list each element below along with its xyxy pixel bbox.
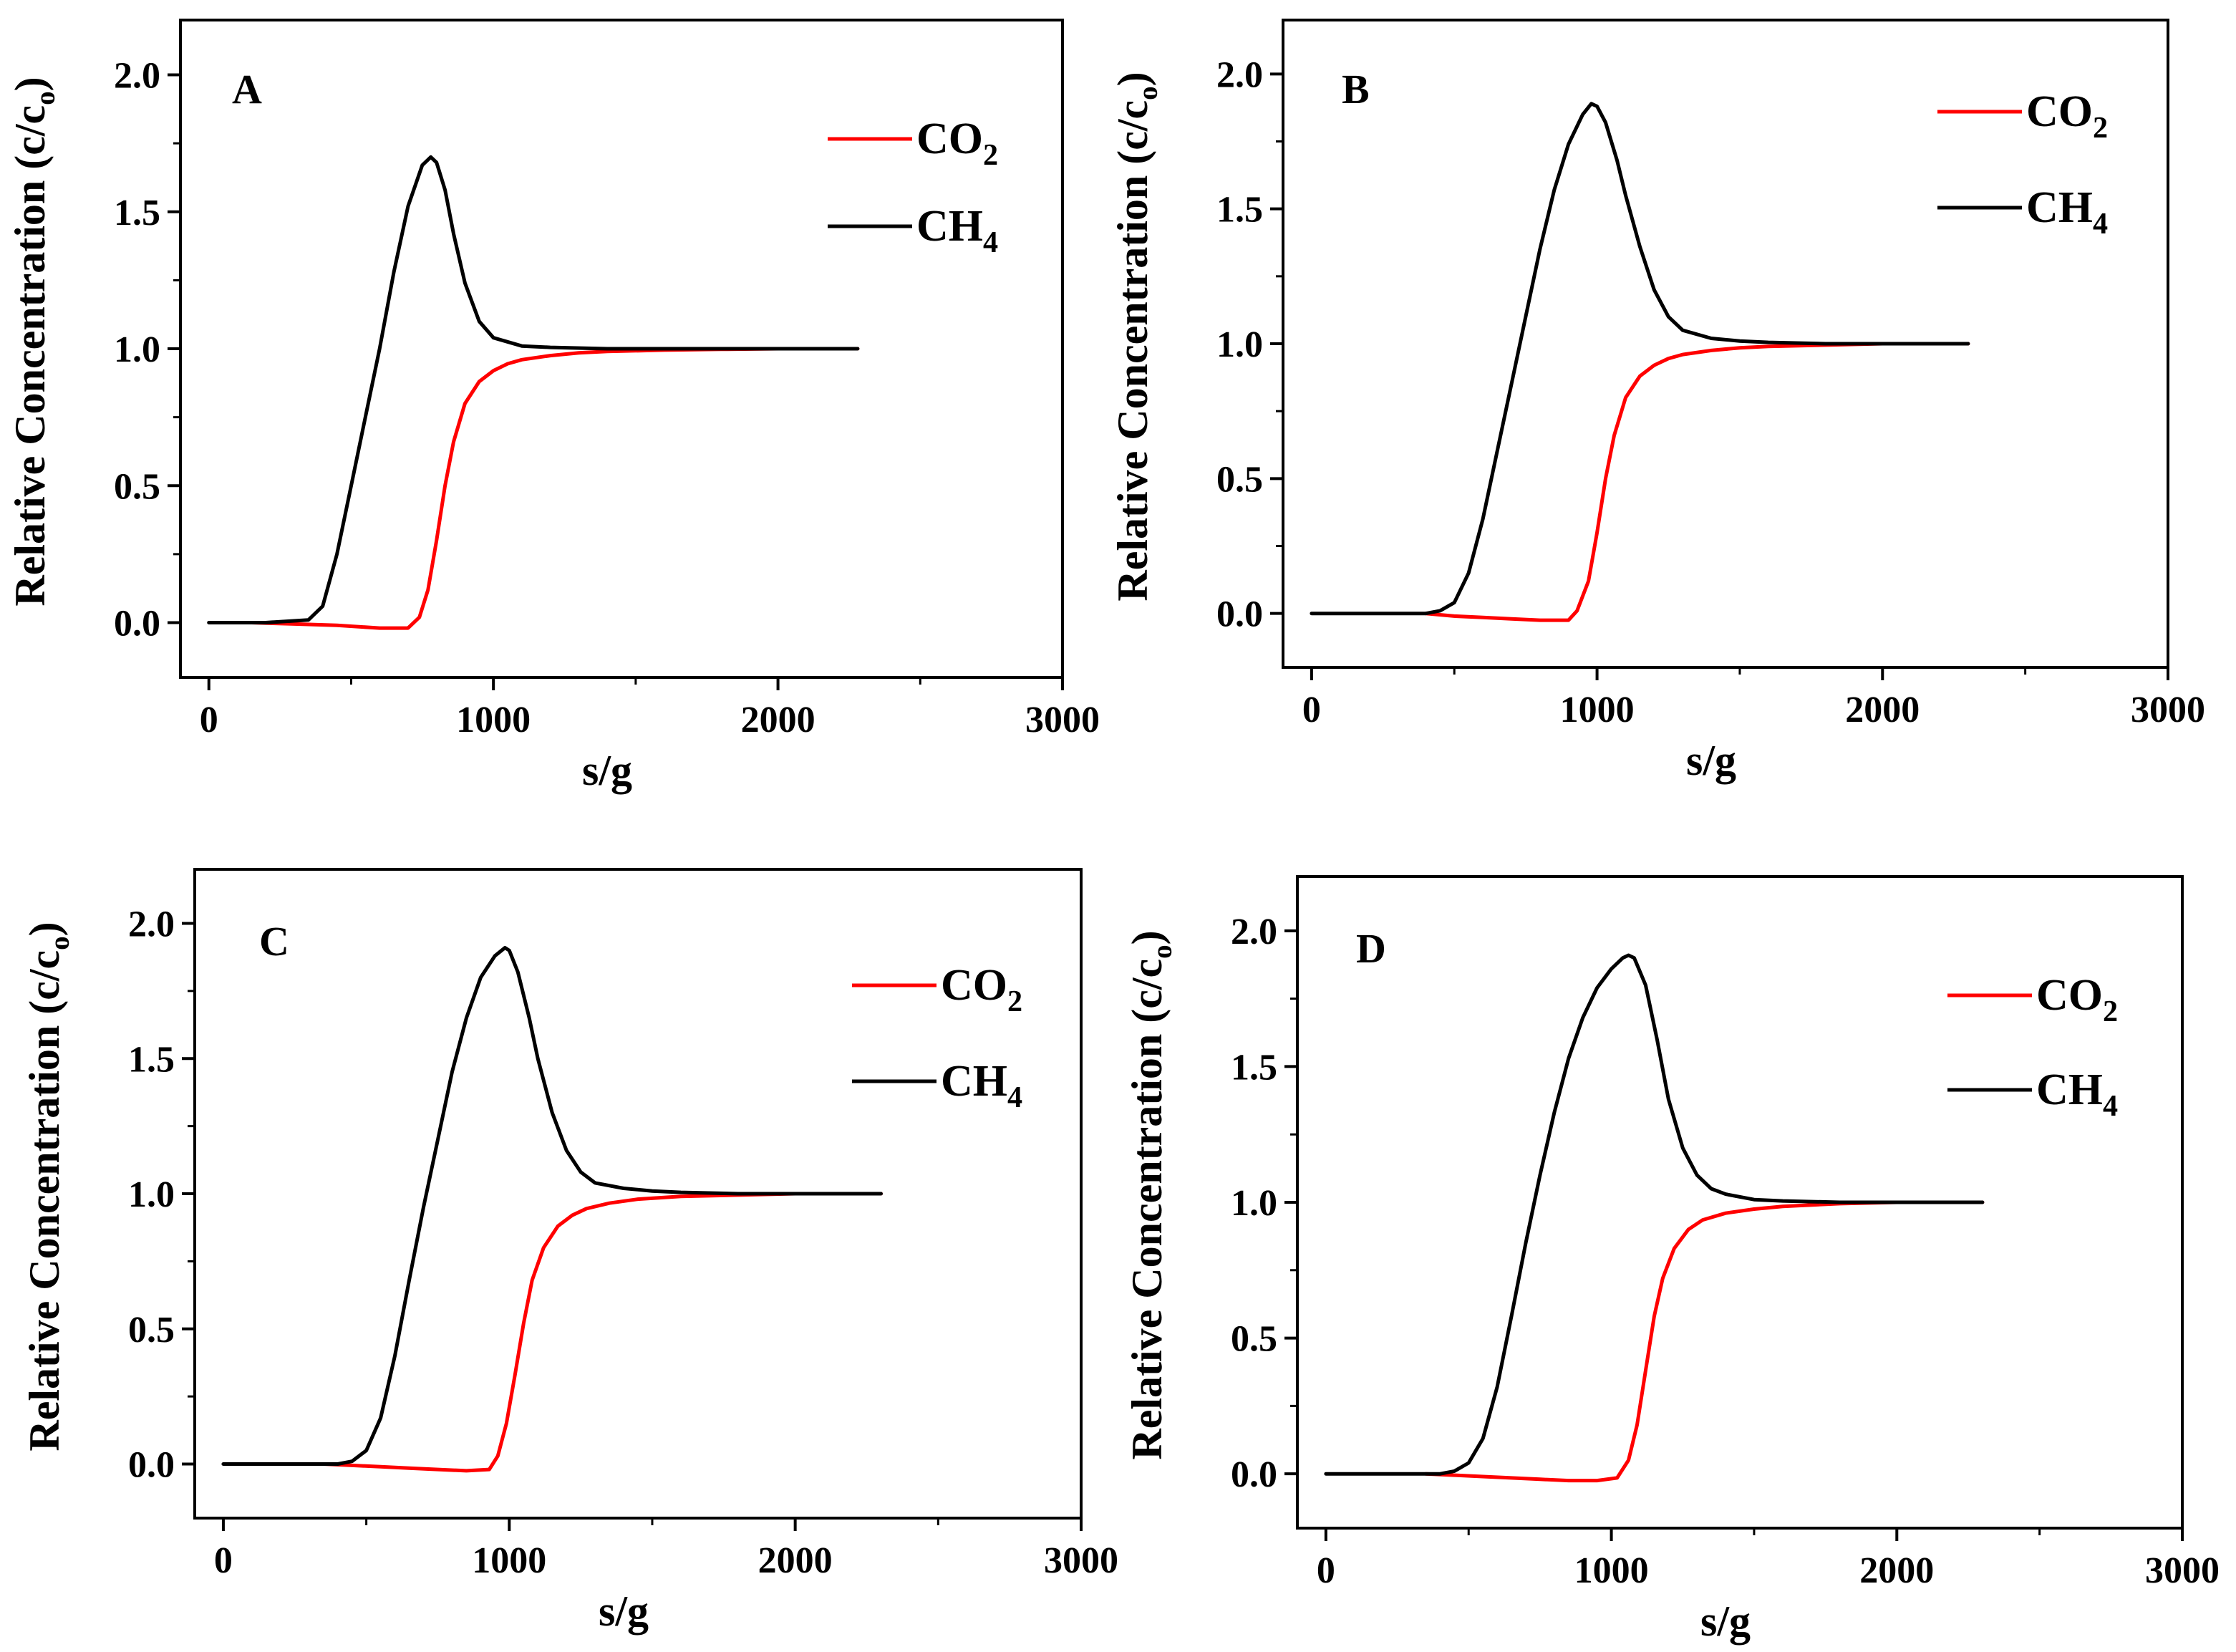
y-tick-label: 2.0 xyxy=(114,56,160,97)
x-tick-label: 2000 xyxy=(741,700,815,740)
legend-label-co2: CO2 xyxy=(2026,87,2108,145)
x-tick-label: 1000 xyxy=(456,700,531,740)
y-tick-label: 2.0 xyxy=(1231,912,1277,952)
y-tick-label: 0.5 xyxy=(1216,459,1263,500)
y-tick-label: 2.0 xyxy=(128,904,175,945)
legend-label-ch4: CH4 xyxy=(2036,1066,2118,1123)
y-tick-label: 1.5 xyxy=(1216,190,1263,231)
x-tick-label: 2000 xyxy=(1859,1550,1934,1591)
x-axis-label: s/g xyxy=(1686,737,1736,784)
x-tick-label: 1000 xyxy=(1560,690,1635,730)
y-axis-label: Relative Concentration (c/co) xyxy=(21,922,75,1451)
y-tick-label: 1.5 xyxy=(128,1039,175,1080)
legend-label-ch4: CH4 xyxy=(916,202,998,259)
panel-label: C xyxy=(259,918,289,965)
panel-a: 0 1000 2000 3000 0.0 0.5 1.0 1.5 2.0 s/g Relative … xyxy=(6,19,1100,794)
y-tick-label: 0.0 xyxy=(128,1445,175,1486)
y-tick-label: 1.0 xyxy=(1216,324,1263,365)
series-co2-line xyxy=(1423,1200,1985,1483)
x-tick-label: 0 xyxy=(1302,690,1321,730)
panel-c: 0 1000 2000 3000 0.0 0.5 1.0 1.5 2.0 s/g Relative … xyxy=(21,868,1118,1635)
x-tick-label: 3000 xyxy=(2145,1550,2220,1591)
y-tick-label: 0.5 xyxy=(128,1310,175,1351)
x-tick-label: 0 xyxy=(1317,1550,1335,1591)
y-tick-label: 1.0 xyxy=(128,1174,175,1215)
y-tick-label: 0.0 xyxy=(1216,594,1263,635)
panel-label: D xyxy=(1356,925,1386,972)
series-co2-line xyxy=(249,347,860,630)
panel-label: A xyxy=(232,66,262,112)
x-axis-label: s/g xyxy=(1700,1598,1751,1645)
y-tick-label: 0.0 xyxy=(1231,1454,1277,1495)
panel-d: 0 1000 2000 3000 0.0 0.5 1.0 1.5 2.0 s/g Relative … xyxy=(1123,875,2220,1645)
x-tick-label: 3000 xyxy=(2131,690,2205,730)
y-tick-label: 1.5 xyxy=(114,193,160,233)
legend-label-ch4: CH4 xyxy=(941,1057,1022,1114)
x-tick-label: 2000 xyxy=(758,1540,833,1581)
y-tick-label: 0.5 xyxy=(114,466,160,507)
x-axis-label: s/g xyxy=(599,1588,649,1635)
series-co2-line xyxy=(1423,342,1970,622)
y-tick-label: 0.5 xyxy=(1231,1319,1277,1360)
legend-label-ch4: CH4 xyxy=(2026,183,2108,241)
legend-label-co2: CO2 xyxy=(916,115,998,172)
y-tick-label: 1.5 xyxy=(1231,1047,1277,1088)
y-axis-label: Relative Concentration (c/co) xyxy=(1109,72,1163,601)
panel-label: B xyxy=(1342,66,1370,112)
x-tick-label: 2000 xyxy=(1845,690,1920,730)
series-ch4-line xyxy=(207,155,860,624)
y-axis-label: Relative Concentration (c/co) xyxy=(6,77,61,606)
series-ch4-line xyxy=(221,946,883,1466)
y-tick-label: 1.0 xyxy=(1231,1183,1277,1224)
x-tick-label: 1000 xyxy=(472,1540,546,1581)
legend-label-co2: CO2 xyxy=(941,961,1022,1018)
x-axis-label: s/g xyxy=(582,747,632,794)
series-co2-line xyxy=(321,1192,883,1473)
y-tick-label: 1.0 xyxy=(114,329,160,370)
x-tick-label: 0 xyxy=(214,1540,233,1581)
y-axis-label: Relative Concentration (c/co) xyxy=(1123,930,1178,1459)
x-tick-label: 3000 xyxy=(1025,700,1100,740)
series-ch4-line xyxy=(1324,953,1985,1476)
series-ch4-line xyxy=(1310,102,1970,616)
x-tick-label: 3000 xyxy=(1044,1540,1118,1581)
y-tick-label: 0.0 xyxy=(114,604,160,644)
x-tick-label: 0 xyxy=(200,700,218,740)
legend-label-co2: CO2 xyxy=(2036,971,2118,1028)
y-tick-label: 2.0 xyxy=(1216,54,1263,95)
x-tick-label: 1000 xyxy=(1574,1550,1649,1591)
panel-b: 0 1000 2000 3000 0.0 0.5 1.0 1.5 2.0 s/g Relative … xyxy=(1109,19,2205,784)
